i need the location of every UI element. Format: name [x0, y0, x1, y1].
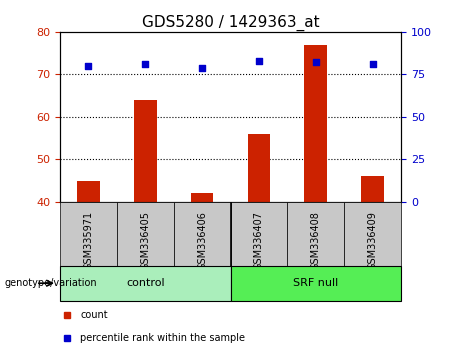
Text: GSM336409: GSM336409	[367, 211, 378, 270]
Point	[369, 61, 376, 67]
Point	[312, 59, 319, 65]
Bar	[304, 45, 327, 202]
Bar	[77, 181, 100, 202]
Bar	[361, 176, 384, 202]
FancyBboxPatch shape	[287, 202, 344, 266]
FancyBboxPatch shape	[230, 266, 401, 301]
FancyBboxPatch shape	[174, 202, 230, 266]
Point	[85, 63, 92, 69]
Point	[198, 65, 206, 70]
FancyBboxPatch shape	[230, 202, 287, 266]
Text: genotype/variation: genotype/variation	[5, 278, 97, 288]
Text: count: count	[80, 310, 108, 320]
Text: SRF null: SRF null	[293, 278, 338, 288]
Point	[255, 58, 263, 64]
Text: GSM335971: GSM335971	[83, 211, 94, 270]
Text: GSM336407: GSM336407	[254, 211, 264, 270]
Bar	[134, 100, 157, 202]
FancyBboxPatch shape	[60, 266, 230, 301]
Point	[142, 61, 149, 67]
FancyBboxPatch shape	[344, 202, 401, 266]
FancyBboxPatch shape	[117, 202, 174, 266]
Text: percentile rank within the sample: percentile rank within the sample	[80, 333, 245, 343]
Text: GSM336405: GSM336405	[140, 211, 150, 270]
Bar	[191, 193, 213, 202]
Bar	[248, 134, 270, 202]
Title: GDS5280 / 1429363_at: GDS5280 / 1429363_at	[142, 14, 319, 30]
Text: GSM336408: GSM336408	[311, 211, 321, 270]
FancyBboxPatch shape	[60, 202, 117, 266]
Text: control: control	[126, 278, 165, 288]
Text: GSM336406: GSM336406	[197, 211, 207, 270]
